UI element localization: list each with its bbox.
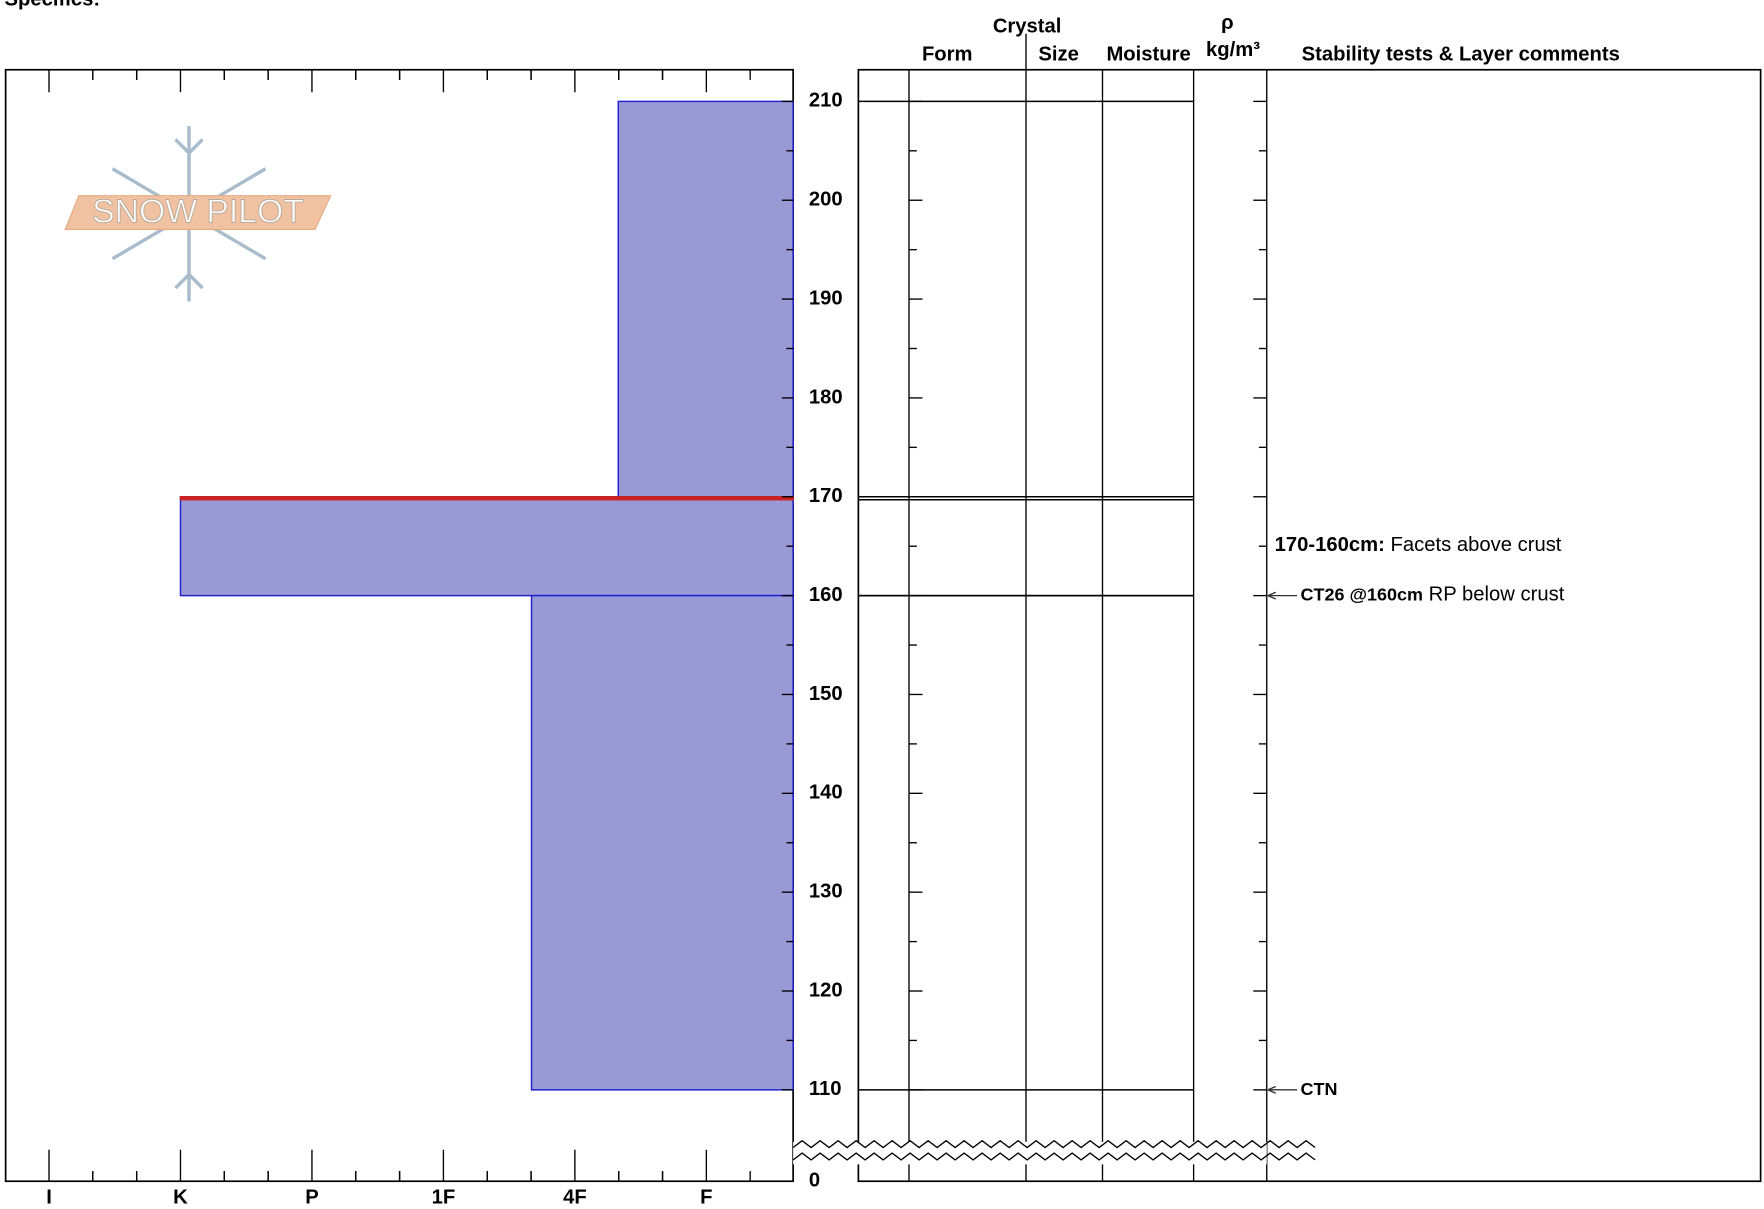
y-tick-label: 130 xyxy=(809,881,843,903)
y-tick-label: 150 xyxy=(809,683,843,705)
header: Size xyxy=(1038,43,1079,65)
column-lines xyxy=(908,33,1268,1182)
test-arrow xyxy=(1267,591,1298,600)
layer-comment: 170-160cm: Facets above crust xyxy=(1275,535,1562,557)
x-tick-label: 1F xyxy=(432,1186,456,1208)
y-tick-label: 0 xyxy=(809,1170,820,1192)
stability-test: CT26 @160cm RP below crust xyxy=(1300,584,1564,606)
header: Moisture xyxy=(1106,43,1190,65)
layer-bar xyxy=(179,496,794,597)
y-tick-label: 110 xyxy=(809,1078,842,1100)
y-tick-label: 170 xyxy=(809,485,843,507)
y-tick-label: 200 xyxy=(809,189,843,211)
x-tick-label: P xyxy=(305,1186,318,1208)
comment-text: Facets above crust xyxy=(1390,535,1561,557)
page-title: Specifics: xyxy=(5,0,101,10)
layer-bar xyxy=(617,100,794,498)
layer-bar xyxy=(179,496,794,501)
x-tick-label: I xyxy=(46,1186,52,1208)
header: Form xyxy=(922,43,973,65)
x-tick-label: K xyxy=(173,1186,188,1208)
logo: SNOW PILOT xyxy=(64,125,332,302)
test-label: CT26 @160cm xyxy=(1300,584,1423,604)
x-tick-label: 4F xyxy=(563,1186,587,1208)
x-tick-label: F xyxy=(700,1186,712,1208)
comment-label: 170-160cm: xyxy=(1275,535,1385,557)
header: Stability tests & Layer comments xyxy=(1302,43,1620,65)
stability-test: CTN xyxy=(1300,1079,1337,1099)
logo-text: SNOW PILOT xyxy=(92,193,304,231)
table-frame xyxy=(857,68,1762,1183)
y-tick-label: 160 xyxy=(809,584,843,606)
axis-break xyxy=(792,1139,1316,1161)
y-tick-label: 190 xyxy=(809,287,843,309)
y-tick-label: 180 xyxy=(809,386,843,408)
header: kg/m³ xyxy=(1206,39,1260,61)
header: Crystal xyxy=(993,15,1062,37)
y-tick-label: 210 xyxy=(809,90,843,112)
y-tick-label: 140 xyxy=(809,782,843,804)
test-label: CTN xyxy=(1300,1079,1337,1099)
layer-bar xyxy=(530,594,794,1091)
y-tick-label: 120 xyxy=(809,979,843,1001)
test-text: RP below crust xyxy=(1429,584,1565,606)
break-bg xyxy=(793,1141,1267,1165)
header: ρ xyxy=(1221,12,1234,34)
test-arrow xyxy=(1267,1085,1298,1094)
